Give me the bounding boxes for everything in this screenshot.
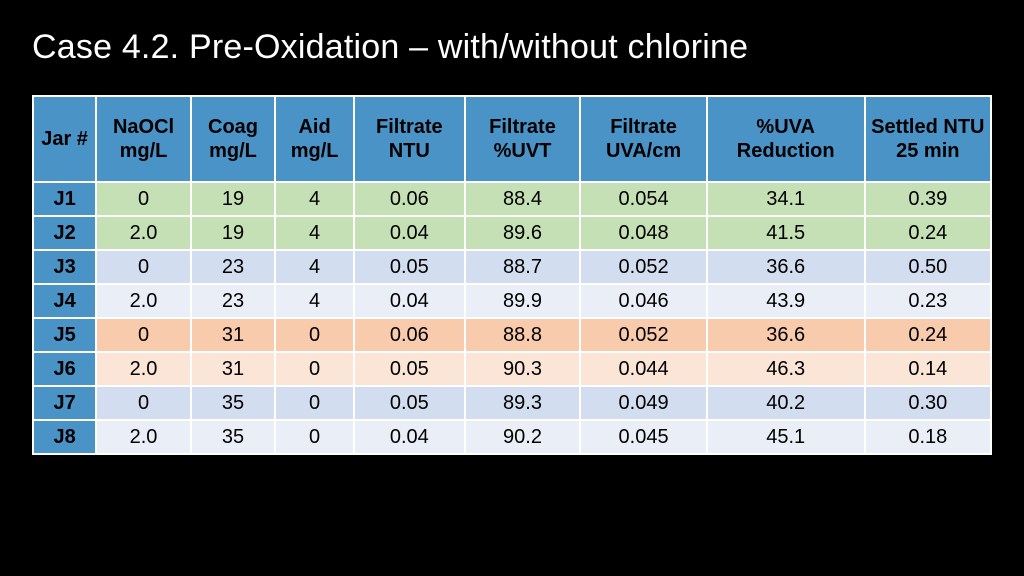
table-row: J703500.0589.30.04940.20.30 xyxy=(33,386,991,420)
table-row: J62.03100.0590.30.04446.30.14 xyxy=(33,352,991,386)
data-cell: 0.06 xyxy=(354,318,465,352)
data-cell: 31 xyxy=(191,318,275,352)
col-header: Aid mg/L xyxy=(275,96,354,182)
data-cell: 0 xyxy=(275,420,354,454)
table-row: J22.01940.0489.60.04841.50.24 xyxy=(33,216,991,250)
table-row: J503100.0688.80.05236.60.24 xyxy=(33,318,991,352)
data-cell: 0.044 xyxy=(580,352,706,386)
data-cell: 45.1 xyxy=(707,420,865,454)
data-cell: 0.23 xyxy=(865,284,991,318)
col-header: Settled NTU 25 min xyxy=(865,96,991,182)
col-header: Filtrate NTU xyxy=(354,96,465,182)
data-cell: 0.39 xyxy=(865,182,991,216)
data-cell: 0.049 xyxy=(580,386,706,420)
data-cell: 0.05 xyxy=(354,352,465,386)
col-header: %UVA Reduction xyxy=(707,96,865,182)
data-cell: 0.054 xyxy=(580,182,706,216)
data-cell: 41.5 xyxy=(707,216,865,250)
data-cell: 31 xyxy=(191,352,275,386)
col-header: Jar # xyxy=(33,96,96,182)
jar-id-cell: J1 xyxy=(33,182,96,216)
data-cell: 2.0 xyxy=(96,284,191,318)
data-cell: 2.0 xyxy=(96,216,191,250)
data-cell: 43.9 xyxy=(707,284,865,318)
jar-id-cell: J2 xyxy=(33,216,96,250)
data-cell: 0.04 xyxy=(354,216,465,250)
data-cell: 46.3 xyxy=(707,352,865,386)
data-cell: 0.24 xyxy=(865,216,991,250)
data-cell: 0.052 xyxy=(580,250,706,284)
table-row: J82.03500.0490.20.04545.10.18 xyxy=(33,420,991,454)
data-cell: 34.1 xyxy=(707,182,865,216)
data-cell: 36.6 xyxy=(707,250,865,284)
data-cell: 88.4 xyxy=(465,182,581,216)
data-cell: 0.24 xyxy=(865,318,991,352)
data-cell: 35 xyxy=(191,386,275,420)
jar-id-cell: J8 xyxy=(33,420,96,454)
data-cell: 0 xyxy=(96,182,191,216)
data-cell: 0.05 xyxy=(354,250,465,284)
data-cell: 89.9 xyxy=(465,284,581,318)
data-cell: 2.0 xyxy=(96,420,191,454)
data-cell: 89.6 xyxy=(465,216,581,250)
data-cell: 89.3 xyxy=(465,386,581,420)
data-cell: 0.04 xyxy=(354,284,465,318)
data-cell: 4 xyxy=(275,284,354,318)
col-header: Coag mg/L xyxy=(191,96,275,182)
data-cell: 2.0 xyxy=(96,352,191,386)
data-cell: 0 xyxy=(275,318,354,352)
data-cell: 0 xyxy=(96,386,191,420)
table-row: J42.02340.0489.90.04643.90.23 xyxy=(33,284,991,318)
jar-id-cell: J4 xyxy=(33,284,96,318)
data-cell: 40.2 xyxy=(707,386,865,420)
data-cell: 0.045 xyxy=(580,420,706,454)
data-cell: 0.14 xyxy=(865,352,991,386)
data-table: Jar # NaOCl mg/L Coag mg/L Aid mg/L Filt… xyxy=(32,95,992,455)
data-cell: 35 xyxy=(191,420,275,454)
data-cell: 90.2 xyxy=(465,420,581,454)
data-cell: 0.04 xyxy=(354,420,465,454)
data-cell: 0.06 xyxy=(354,182,465,216)
data-cell: 19 xyxy=(191,182,275,216)
jar-id-cell: J6 xyxy=(33,352,96,386)
data-cell: 0 xyxy=(275,386,354,420)
col-header: Filtrate %UVT xyxy=(465,96,581,182)
col-header: NaOCl mg/L xyxy=(96,96,191,182)
table-row: J302340.0588.70.05236.60.50 xyxy=(33,250,991,284)
data-cell: 0.18 xyxy=(865,420,991,454)
jar-id-cell: J7 xyxy=(33,386,96,420)
data-cell: 36.6 xyxy=(707,318,865,352)
data-cell: 88.7 xyxy=(465,250,581,284)
data-cell: 0.046 xyxy=(580,284,706,318)
data-cell: 0 xyxy=(96,318,191,352)
table-row: J101940.0688.40.05434.10.39 xyxy=(33,182,991,216)
col-header: Filtrate UVA/cm xyxy=(580,96,706,182)
jar-id-cell: J3 xyxy=(33,250,96,284)
data-cell: 0.052 xyxy=(580,318,706,352)
slide-title: Case 4.2. Pre-Oxidation – with/without c… xyxy=(32,28,992,67)
data-cell: 0.05 xyxy=(354,386,465,420)
data-cell: 23 xyxy=(191,250,275,284)
jar-id-cell: J5 xyxy=(33,318,96,352)
data-cell: 0 xyxy=(275,352,354,386)
data-cell: 0.50 xyxy=(865,250,991,284)
data-cell: 0.30 xyxy=(865,386,991,420)
data-cell: 4 xyxy=(275,216,354,250)
table-header-row: Jar # NaOCl mg/L Coag mg/L Aid mg/L Filt… xyxy=(33,96,991,182)
data-cell: 90.3 xyxy=(465,352,581,386)
data-cell: 0.048 xyxy=(580,216,706,250)
data-cell: 4 xyxy=(275,250,354,284)
data-cell: 23 xyxy=(191,284,275,318)
data-cell: 0 xyxy=(96,250,191,284)
data-cell: 19 xyxy=(191,216,275,250)
data-cell: 88.8 xyxy=(465,318,581,352)
data-cell: 4 xyxy=(275,182,354,216)
